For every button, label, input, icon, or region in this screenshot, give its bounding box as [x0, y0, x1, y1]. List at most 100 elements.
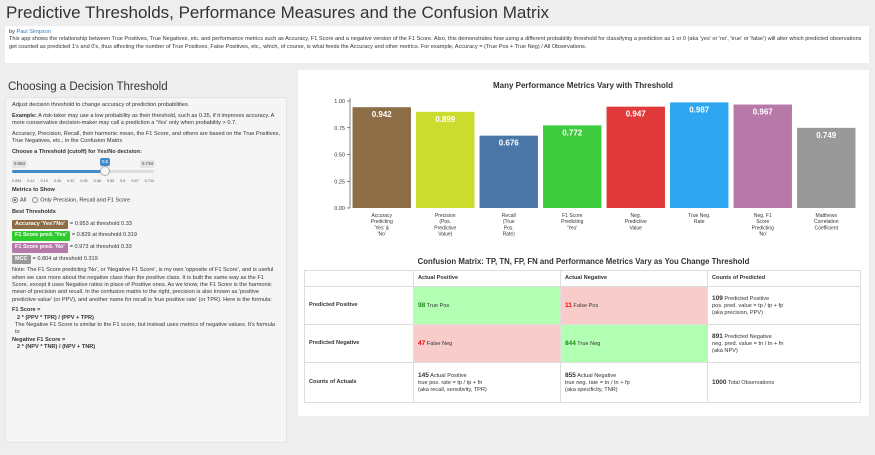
x-category-label: Neg. F1	[754, 213, 772, 219]
note-text: Note: The F1 Score predicting 'No', or '…	[12, 267, 274, 303]
table-header: Counts of Predicted	[707, 270, 861, 287]
best-threshold-text: = 0.953 at threshold 0.33	[69, 220, 132, 227]
table-row: Predicted Negative 47 False Neg 844 True…	[304, 324, 861, 363]
page-title: Predictive Thresholds, Performance Measu…	[6, 3, 549, 22]
table-row: Predicted Positive 98 True Pos 11 False …	[304, 286, 861, 325]
slider-value: 0.5	[100, 158, 111, 166]
best-thresholds-list: Accuracy 'Yes'/'No' = 0.953 at threshold…	[12, 219, 280, 265]
y-tick-label: 1.00	[334, 99, 345, 105]
radio-all[interactable]: All	[12, 196, 26, 205]
slider-tick: 0.734	[144, 179, 154, 184]
x-category-label: 'No'	[759, 232, 767, 238]
radio-unselected-icon[interactable]	[32, 196, 39, 203]
best-threshold-item: F1 Score pred. 'No' = 0.973 at threshold…	[12, 243, 280, 253]
slider-tick: 0.67	[131, 179, 139, 184]
slider-track[interactable]	[12, 170, 154, 174]
x-category-label: Coefficient	[814, 225, 838, 231]
byline: by Paul Simpson	[9, 29, 51, 35]
radio-only-prf[interactable]: Only Precision, Recall and F1 Score	[32, 196, 130, 205]
best-threshold-item: Accuracy 'Yes'/'No' = 0.953 at threshold…	[12, 219, 280, 229]
x-category-label: Predicting	[371, 219, 393, 225]
x-category-label: Predicting	[561, 219, 583, 225]
slider-label: Choose a Threshold (cutoff) for Yes/No d…	[12, 148, 142, 155]
x-category-label: 'Yes'	[567, 225, 577, 231]
metrics-label: Metrics to Show	[12, 187, 55, 194]
total-count-cell: 1000 Total Observations	[707, 362, 861, 403]
example-text: Example: A risk-taker may use a low prob…	[12, 112, 274, 127]
x-category-label: Pos.	[504, 225, 514, 231]
y-tick-label: 0.75	[334, 126, 345, 132]
bar	[797, 127, 856, 208]
metric-badge: F1 Score pred. 'Yes'	[12, 231, 70, 241]
table-header	[304, 270, 414, 287]
x-category-label: Predicting	[752, 225, 774, 231]
threshold-slider[interactable]: 0.054 0.734 0.5 0.054 0.12 0.19 0.26 0.32 0.3…	[12, 158, 280, 184]
slider-tick: 0.19	[40, 179, 48, 184]
bar	[543, 125, 602, 208]
metric-badge: F1 Score pred. 'No'	[12, 243, 68, 253]
x-category-label: Recall	[502, 213, 516, 219]
bar	[606, 106, 665, 208]
x-category-label: Correlation	[814, 219, 839, 225]
bar-value-label: 0.676	[499, 139, 520, 148]
best-threshold-text: = 0.829 at threshold 0.319	[71, 232, 137, 239]
table-header: Actual Negative	[560, 270, 708, 287]
intro-panel: by Paul Simpson This app shows the relat…	[5, 26, 869, 63]
intro-text: This app shows the relationship between …	[9, 36, 862, 50]
nf1-label: Negative F1 Score =	[12, 336, 66, 343]
radio-selected-icon[interactable]	[12, 196, 18, 203]
metrics-bar-chart: Many Performance Metrics Vary with Thres…	[334, 81, 856, 238]
sidebar-heading: Choosing a Decision Threshold	[8, 81, 168, 93]
slider-fill	[12, 170, 105, 174]
slider-tick: 0.26	[53, 179, 62, 184]
x-category-label: (Pos.	[439, 219, 451, 225]
actual-neg-count-cell: 855 Actual Negative true neg. rate = tn /…	[560, 362, 708, 403]
table-header: Actual Positive	[413, 270, 561, 287]
slider-tick: 0.39	[80, 179, 88, 184]
y-tick-label: 0.00	[334, 206, 345, 212]
slider-tick: 0.12	[27, 179, 35, 184]
slider-tick: 0.054	[12, 179, 22, 184]
metric-badge: MCC	[12, 255, 31, 265]
x-category-label: Value)	[438, 232, 452, 238]
x-category-label: Accuracy	[371, 213, 392, 219]
x-category-label: Precision	[435, 213, 456, 219]
true-pos-cell: 98 True Pos	[413, 286, 561, 325]
x-category-label: 'No'	[378, 232, 386, 238]
bar-value-label: 0.967	[753, 108, 774, 117]
x-category-label: F1 Score	[562, 213, 583, 219]
slider-max: 0.734	[140, 160, 155, 168]
slider-tick: 0.53	[106, 179, 115, 184]
x-category-label: Neg.	[630, 213, 641, 219]
bar-value-label: 0.942	[372, 110, 393, 119]
sidebar-text: Adjust decision threshold to change accu…	[12, 102, 190, 108]
actual-pos-count-cell: 145 Actual Positive true pos. rate = tp /…	[413, 362, 561, 403]
x-category-label: True Neg.	[688, 213, 710, 219]
x-category-label: Predictive	[625, 219, 647, 225]
slider-tick: 0.46	[93, 179, 101, 184]
slider-min: 0.054	[12, 160, 27, 168]
f1-label: F1 Score =	[12, 307, 41, 314]
x-category-label: Rate	[694, 219, 705, 225]
row-header: Counts of Actuals	[304, 362, 414, 403]
x-category-label: 'Yes' &	[374, 225, 389, 231]
x-category-label: Value	[630, 225, 643, 231]
false-pos-cell: 11 False Pos	[560, 286, 708, 325]
f1-formula: 2 * (PPV * TPR) / (PPV + TPR)	[17, 314, 94, 321]
bar-value-label: 0.772	[562, 128, 583, 137]
sidebar-panel: Adjust decision threshold to change accu…	[5, 97, 287, 443]
best-thresholds-label: Best Thresholds	[12, 209, 56, 216]
confusion-matrix-title: Confusion Matrix: TP, TN, FP, FN and Per…	[417, 257, 750, 266]
table-row: Counts of Actuals 145 Actual Positive tru…	[304, 362, 861, 403]
author-link[interactable]: Paul Simpson	[16, 29, 51, 35]
row-header: Predicted Positive	[304, 286, 414, 325]
best-threshold-text: = 0.804 at threshold 0.319	[32, 256, 98, 263]
chart-title: Many Performance Metrics Vary with Thres…	[493, 81, 673, 90]
x-category-label: Matthews	[816, 213, 838, 219]
slider-handle[interactable]	[100, 166, 110, 177]
y-tick-label: 0.50	[334, 153, 345, 159]
x-category-label: Score	[756, 219, 769, 225]
bar	[733, 104, 792, 208]
nf1-formula: 2 * (NPV * TNR) / (NPV + TNR)	[17, 343, 96, 350]
confusion-matrix-table: Actual Positive Actual Negative Counts o…	[304, 270, 861, 403]
